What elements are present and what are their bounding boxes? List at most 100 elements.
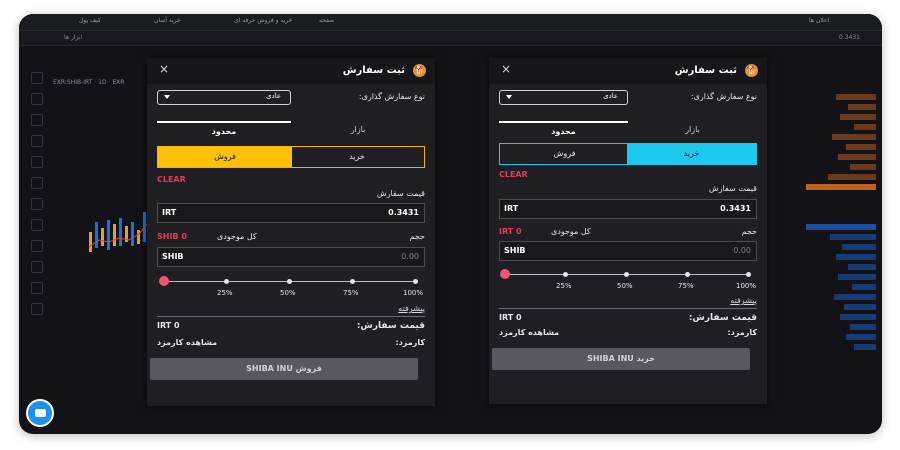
order-type-value: عادی: [266, 92, 281, 100]
panel-title: ثبت سفارش: [342, 65, 405, 76]
balance-label: کل موجودی: [551, 227, 591, 236]
panel-header: 🐕 ثبت سفارش ×: [147, 58, 435, 84]
nav-page[interactable]: صفحه: [319, 17, 335, 24]
ruler-icon[interactable]: [31, 198, 43, 210]
price-currency: IRT: [504, 204, 519, 213]
chevron-down-icon: [164, 95, 170, 99]
side-price-readout: 0.3431: [839, 34, 860, 41]
volume-input[interactable]: SHIB 0.00: [157, 247, 425, 267]
tab-market[interactable]: بازار: [350, 125, 366, 134]
shiba-logo-icon: 🐕: [413, 64, 426, 77]
volume-currency: SHIB: [504, 246, 526, 255]
clear-button[interactable]: CLEAR: [499, 170, 528, 179]
pct-100[interactable]: 100%: [403, 289, 424, 297]
order-price-label: قیمت سفارش:: [688, 313, 757, 323]
close-icon[interactable]: ×: [159, 62, 170, 76]
chat-icon: [35, 409, 46, 417]
pct-75[interactable]: 75%: [343, 289, 359, 297]
view-fee-link[interactable]: مشاهده کارمزد: [499, 328, 560, 337]
buy-tab[interactable]: خرید: [349, 152, 365, 161]
volume-slider[interactable]: 25% 50% 75% 100%: [500, 269, 757, 290]
price-label: قیمت سفارش: [708, 184, 757, 193]
volume-placeholder: 0.00: [733, 246, 751, 255]
sell-tab[interactable]: فروش: [158, 147, 292, 167]
lock-icon[interactable]: [31, 261, 43, 273]
pair-label: EXR:SHIB-IRT · 1D · EXR: [53, 79, 124, 86]
advanced-toggle[interactable]: پیشرفته: [730, 296, 757, 305]
view-fee-link[interactable]: مشاهده کارمزد: [157, 338, 218, 347]
trash-icon[interactable]: [31, 303, 43, 315]
tab-limit[interactable]: محدود: [157, 121, 291, 141]
fee-label: کارمزد:: [727, 328, 758, 337]
pct-50[interactable]: 50%: [280, 289, 296, 297]
nav-notifications[interactable]: اعلان ها: [809, 17, 830, 24]
volume-slider[interactable]: 25% 50% 75% 100%: [159, 276, 424, 297]
order-type-label: نوع سفارش گذاری:: [690, 92, 757, 101]
price-input[interactable]: IRT 0.3431: [157, 203, 425, 223]
slider-handle[interactable]: [159, 276, 169, 286]
tools-menu[interactable]: ابزار ها: [64, 34, 83, 41]
tab-market[interactable]: بازار: [685, 125, 700, 134]
pattern-icon[interactable]: [31, 177, 43, 189]
volume-label: حجم: [409, 232, 425, 241]
trend-line-icon[interactable]: [31, 93, 43, 105]
price-value: 0.3431: [388, 208, 419, 217]
nav-easy-buy[interactable]: خرید آسان: [154, 17, 181, 24]
pct-100[interactable]: 100%: [736, 282, 757, 290]
volume-currency: SHIB: [162, 252, 184, 261]
order-mode-tabs: بازار محدود: [157, 121, 425, 139]
price-input[interactable]: IRT 0.3431: [499, 199, 757, 219]
side-toggle: خرید فروش: [499, 143, 757, 165]
drawing-tools: [27, 72, 45, 362]
order-price-value: IRT 0: [499, 313, 522, 322]
panel-title: ثبت سفارش: [674, 65, 737, 76]
top-navigation-bar: کیف پول خرید آسان خرید و فروش حرفه ای صف…: [19, 14, 882, 31]
clear-button[interactable]: CLEAR: [157, 175, 186, 184]
balance-value[interactable]: IRT 0: [499, 227, 522, 236]
order-mode-tabs: بازار محدود: [499, 121, 757, 139]
order-panel-buy: 🐕 ثبت سفارش × نوع سفارش گذاری: عادی بازا…: [489, 58, 767, 404]
eye-icon[interactable]: [31, 282, 43, 294]
price-value: 0.3431: [720, 204, 751, 213]
advanced-toggle[interactable]: پیشرفته: [398, 304, 425, 313]
balance-label: کل موجودی: [217, 232, 257, 241]
order-book: [789, 74, 882, 374]
slider-handle[interactable]: [500, 269, 510, 279]
sell-submit-button[interactable]: فروش SHIBA INU: [150, 358, 418, 380]
price-label: قیمت سفارش: [376, 189, 425, 198]
side-toggle: خرید فروش: [157, 146, 425, 168]
tab-limit[interactable]: محدود: [499, 121, 628, 141]
nav-wallet[interactable]: کیف پول: [79, 17, 101, 24]
order-type-select[interactable]: عادی: [499, 90, 628, 105]
pct-25[interactable]: 25%: [556, 282, 572, 290]
order-price-label: قیمت سفارش:: [356, 321, 425, 331]
sell-tab[interactable]: فروش: [553, 149, 576, 158]
order-panel-sell: 🐕 ثبت سفارش × نوع سفارش گذاری: عادی بازا…: [147, 58, 435, 406]
panel-header: 🐕 ثبت سفارش ×: [489, 58, 767, 84]
order-type-select[interactable]: عادی: [157, 90, 291, 105]
volume-label: حجم: [741, 227, 757, 236]
pct-75[interactable]: 75%: [678, 282, 694, 290]
chevron-down-icon: [506, 95, 512, 99]
text-icon[interactable]: [31, 156, 43, 168]
price-chart[interactable]: EXR:SHIB-IRT · 1D · EXR: [49, 72, 159, 332]
brush-icon[interactable]: [31, 135, 43, 147]
balance-value[interactable]: SHIB 0: [157, 232, 187, 241]
nav-pro-trade[interactable]: خرید و فروش حرفه ای: [234, 17, 293, 24]
order-type-value: عادی: [603, 92, 618, 100]
fee-label: کارمزد:: [395, 338, 426, 347]
crosshair-icon[interactable]: [31, 72, 43, 84]
buy-tab[interactable]: خرید: [627, 144, 756, 164]
support-chat-button[interactable]: [26, 399, 54, 427]
order-price-value: IRT 0: [157, 321, 180, 330]
close-icon[interactable]: ×: [501, 62, 512, 76]
pitchfork-icon[interactable]: [31, 114, 43, 126]
magnet-icon[interactable]: [31, 240, 43, 252]
pct-50[interactable]: 50%: [617, 282, 633, 290]
volume-input[interactable]: SHIB 0.00: [499, 241, 757, 261]
zoom-icon[interactable]: [31, 219, 43, 231]
shiba-logo-icon: 🐕: [745, 64, 758, 77]
pct-25[interactable]: 25%: [217, 289, 233, 297]
buy-submit-button[interactable]: خرید SHIBA INU: [492, 348, 750, 370]
order-type-label: نوع سفارش گذاری:: [358, 92, 425, 101]
